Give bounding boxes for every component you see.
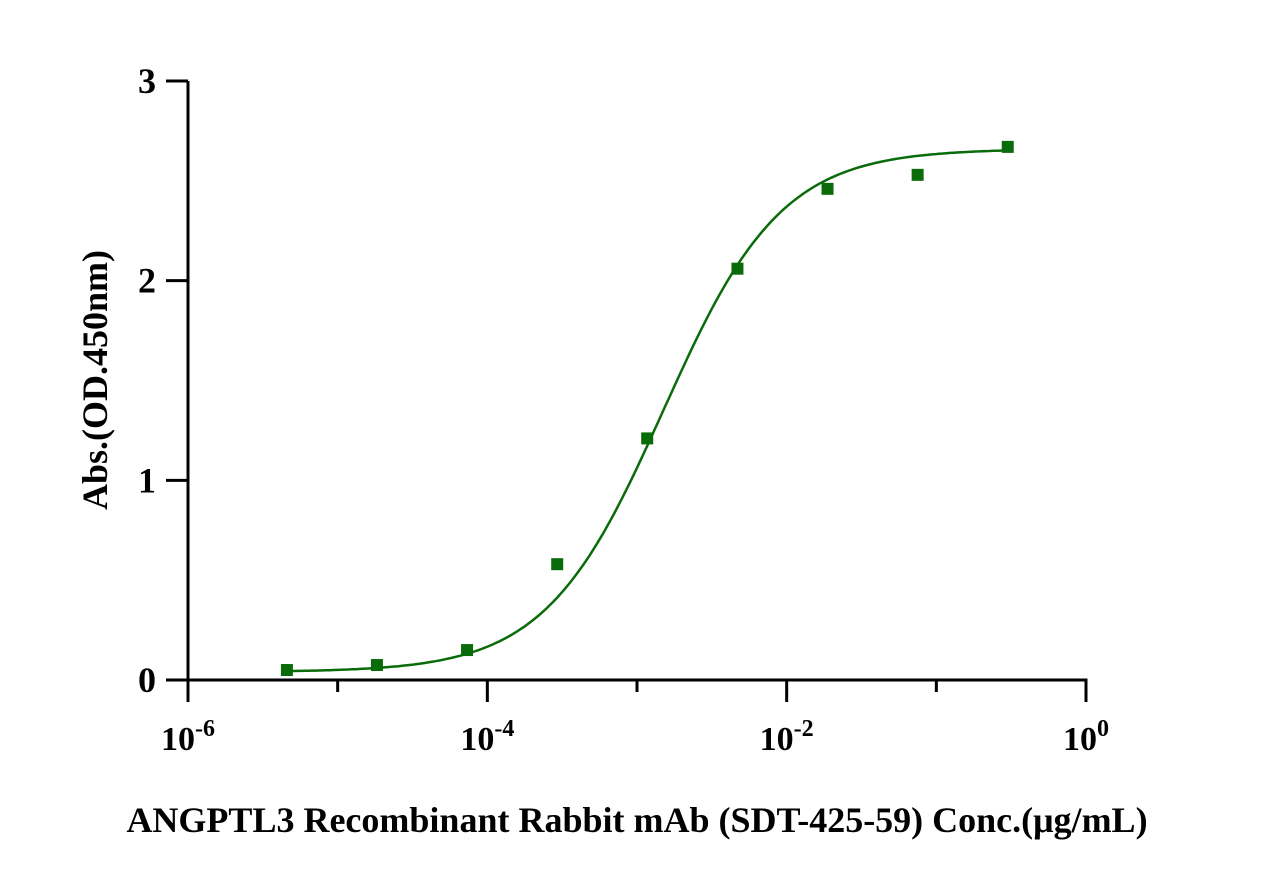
y-axis-label: Abs.(OD.450nm)	[75, 250, 115, 510]
y-tick-label: 0	[138, 660, 156, 700]
data-point	[821, 182, 834, 195]
fit-curve	[286, 149, 1008, 673]
data-point	[1001, 140, 1014, 153]
data-point	[370, 659, 383, 672]
x-tick-label: 10-4	[460, 716, 514, 758]
data-point	[911, 168, 924, 181]
axes	[166, 79, 1088, 702]
data-points	[280, 140, 1014, 677]
y-tick-label: 2	[138, 261, 156, 301]
data-point	[461, 644, 474, 657]
x-tick-label: 10-2	[760, 716, 814, 758]
data-point	[280, 664, 293, 677]
x-tick-label: 100	[1063, 716, 1109, 758]
y-tick-labels: 0 1 2 3	[138, 61, 156, 700]
data-point	[731, 262, 744, 275]
data-point	[641, 432, 654, 445]
x-tick-labels: 10-6 10-4 10-2 100	[161, 716, 1109, 758]
y-tick-label: 1	[138, 460, 156, 500]
x-axis-label: ANGPTL3 Recombinant Rabbit mAb (SDT-425-…	[126, 800, 1147, 840]
y-tick-label: 3	[138, 61, 156, 101]
data-point	[551, 558, 564, 571]
x-tick-label: 10-6	[161, 716, 215, 758]
